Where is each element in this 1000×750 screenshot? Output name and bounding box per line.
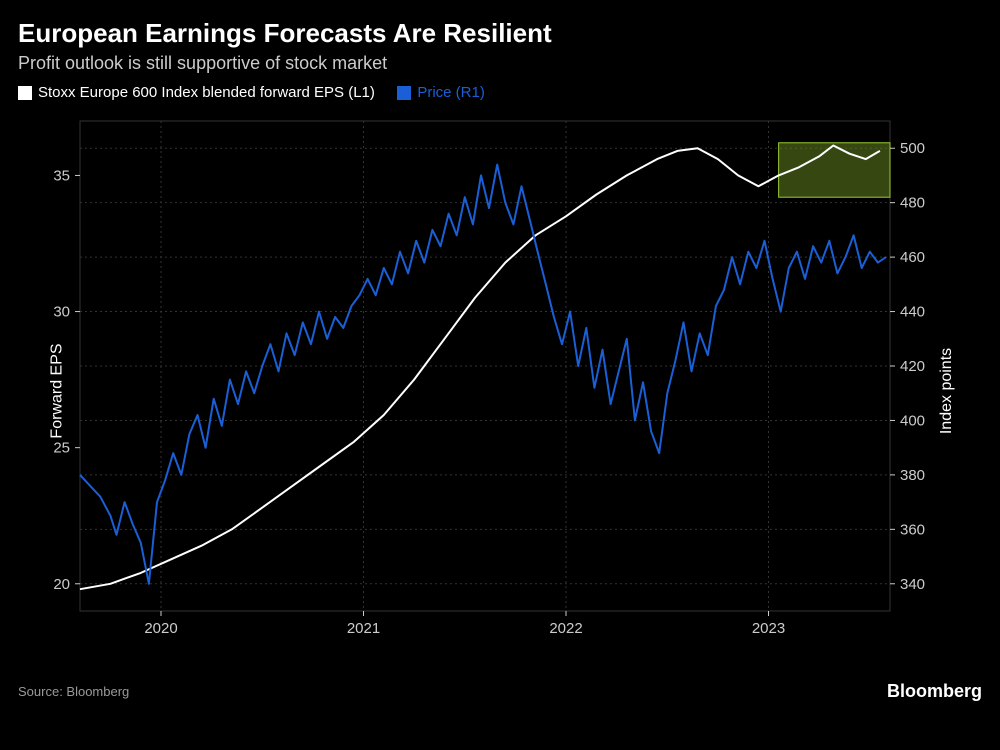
svg-text:25: 25 xyxy=(53,439,70,456)
y-axis-left-label: Forward EPS xyxy=(49,343,67,438)
svg-text:360: 360 xyxy=(900,521,925,538)
svg-text:30: 30 xyxy=(53,303,70,320)
legend-label-eps: Stoxx Europe 600 Index blended forward E… xyxy=(38,84,375,101)
svg-text:2022: 2022 xyxy=(549,620,582,637)
svg-text:400: 400 xyxy=(900,412,925,429)
svg-text:420: 420 xyxy=(900,358,925,375)
svg-text:340: 340 xyxy=(900,575,925,592)
svg-text:20: 20 xyxy=(53,575,70,592)
footer: Source: Bloomberg Bloomberg xyxy=(0,671,1000,702)
legend-swatch-eps xyxy=(18,86,32,100)
chart-subtitle: Profit outlook is still supportive of st… xyxy=(0,53,1000,74)
svg-text:2023: 2023 xyxy=(752,620,785,637)
svg-text:480: 480 xyxy=(900,194,925,211)
chart-container: European Earnings Forecasts Are Resilien… xyxy=(0,0,1000,750)
chart-svg: 20 25 30 35 340 360 380 400 420 440 460 480 500 2020 2… xyxy=(0,111,1000,671)
chart-area: Forward EPS Index points 20 25 30 35 340 360 3… xyxy=(0,111,1000,671)
legend-item-price: Price (R1) xyxy=(397,84,485,101)
y-axis-right-label: Index points xyxy=(938,347,956,433)
svg-text:35: 35 xyxy=(53,167,70,184)
svg-text:2020: 2020 xyxy=(144,620,177,637)
source-label: Source: Bloomberg xyxy=(18,684,129,699)
legend-label-price: Price (R1) xyxy=(417,84,485,101)
legend-item-eps: Stoxx Europe 600 Index blended forward E… xyxy=(18,84,375,101)
legend: Stoxx Europe 600 Index blended forward E… xyxy=(0,84,1000,105)
svg-text:380: 380 xyxy=(900,466,925,483)
chart-title: European Earnings Forecasts Are Resilien… xyxy=(0,18,1000,49)
legend-swatch-price xyxy=(397,86,411,100)
brand-label: Bloomberg xyxy=(887,681,982,702)
svg-text:2021: 2021 xyxy=(347,620,380,637)
svg-text:500: 500 xyxy=(900,140,925,157)
svg-text:460: 460 xyxy=(900,249,925,266)
svg-text:440: 440 xyxy=(900,303,925,320)
